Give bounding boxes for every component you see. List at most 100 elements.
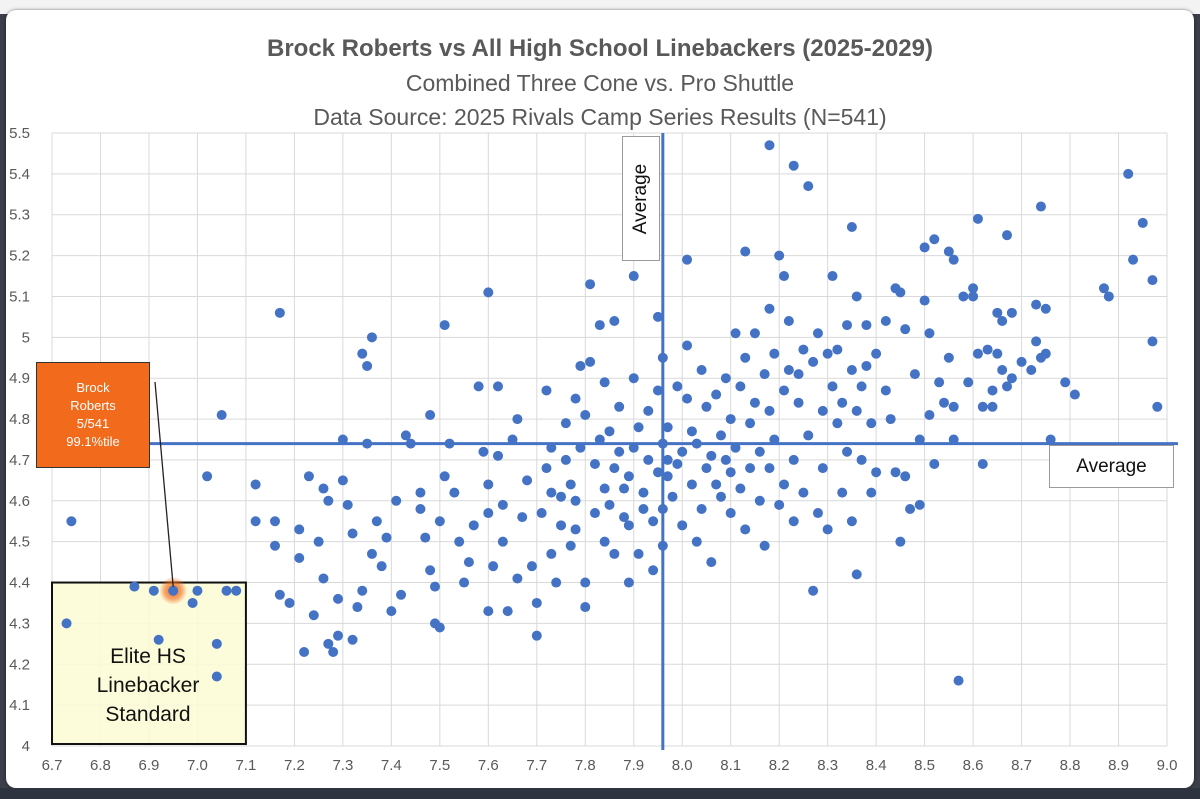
data-point — [483, 287, 493, 297]
data-point — [406, 439, 416, 449]
data-point — [231, 586, 241, 596]
data-point — [1017, 357, 1027, 367]
data-point — [828, 271, 838, 281]
elite-zone-line: Standard — [53, 700, 243, 729]
data-point — [750, 398, 760, 408]
data-point — [1007, 308, 1017, 318]
data-point — [774, 251, 784, 261]
data-point — [789, 161, 799, 171]
data-point — [323, 496, 333, 506]
average-y-label: Average — [1049, 445, 1174, 488]
data-point — [726, 508, 736, 518]
data-point — [803, 181, 813, 191]
data-point — [735, 484, 745, 494]
y-tick-label: 5.4 — [9, 166, 30, 183]
data-point — [590, 459, 600, 469]
data-point — [813, 508, 823, 518]
data-point — [794, 398, 804, 408]
data-point — [585, 357, 595, 367]
data-point — [498, 500, 508, 510]
data-point — [784, 365, 794, 375]
data-point — [721, 373, 731, 383]
y-tick-label: 4.2 — [9, 656, 30, 673]
y-tick-label: 4.6 — [9, 493, 30, 510]
brock-roberts-callout: Brock Roberts 5/541 99.1%tile — [36, 362, 150, 468]
data-point — [750, 328, 760, 338]
data-point — [842, 447, 852, 457]
data-point — [954, 676, 964, 686]
data-point — [924, 410, 934, 420]
data-point — [682, 394, 692, 404]
data-point — [367, 549, 377, 559]
data-point — [910, 369, 920, 379]
data-point — [711, 479, 721, 489]
data-point — [692, 439, 702, 449]
data-point — [716, 430, 726, 440]
data-point — [1036, 202, 1046, 212]
data-point — [275, 308, 285, 318]
data-point — [963, 377, 973, 387]
data-point — [663, 455, 673, 465]
data-point — [672, 381, 682, 391]
data-point — [367, 332, 377, 342]
data-point — [333, 594, 343, 604]
data-point — [992, 349, 1002, 359]
data-point — [973, 214, 983, 224]
data-point — [1007, 373, 1017, 383]
data-point — [386, 606, 396, 616]
data-point — [997, 365, 1007, 375]
data-point — [580, 602, 590, 612]
data-point — [924, 328, 934, 338]
data-point — [629, 443, 639, 453]
data-point — [672, 459, 682, 469]
data-point — [861, 320, 871, 330]
data-point — [333, 631, 343, 641]
data-point — [697, 365, 707, 375]
data-point — [978, 459, 988, 469]
x-tick-label: 6.9 — [139, 757, 160, 774]
data-point — [881, 385, 891, 395]
data-point — [1031, 336, 1041, 346]
data-point — [527, 561, 537, 571]
data-point — [895, 537, 905, 547]
data-point — [808, 586, 818, 596]
data-point — [832, 345, 842, 355]
chart-subtitle: Combined Three Cone vs. Pro Shuttle — [0, 70, 1200, 97]
data-point — [866, 488, 876, 498]
data-point — [328, 647, 338, 657]
data-point — [857, 455, 867, 465]
data-point — [905, 504, 915, 514]
elite-zone-label: Elite HS Linebacker Standard — [53, 642, 243, 729]
data-point — [357, 586, 367, 596]
data-point — [779, 271, 789, 281]
data-point — [415, 504, 425, 514]
data-point — [871, 467, 881, 477]
data-point — [852, 569, 862, 579]
x-tick-label: 8.2 — [769, 757, 790, 774]
x-tick-label: 7.2 — [284, 757, 305, 774]
data-point — [658, 541, 668, 551]
x-tick-label: 6.8 — [90, 757, 111, 774]
data-point — [1147, 275, 1157, 285]
callout-line: 99.1%tile — [37, 433, 149, 451]
data-point — [435, 516, 445, 526]
data-point — [668, 492, 678, 502]
data-point — [726, 414, 736, 424]
data-point — [532, 598, 542, 608]
data-point — [469, 520, 479, 530]
data-point — [464, 557, 474, 567]
data-point — [571, 394, 581, 404]
data-point — [1060, 377, 1070, 387]
data-point — [348, 635, 358, 645]
data-point — [1104, 291, 1114, 301]
data-point — [445, 439, 455, 449]
data-point — [217, 410, 227, 420]
data-point — [66, 516, 76, 526]
data-point — [149, 586, 159, 596]
data-point — [837, 488, 847, 498]
data-point — [318, 573, 328, 583]
data-point — [372, 516, 382, 526]
data-point — [498, 537, 508, 547]
data-point — [251, 479, 261, 489]
data-point — [847, 222, 857, 232]
